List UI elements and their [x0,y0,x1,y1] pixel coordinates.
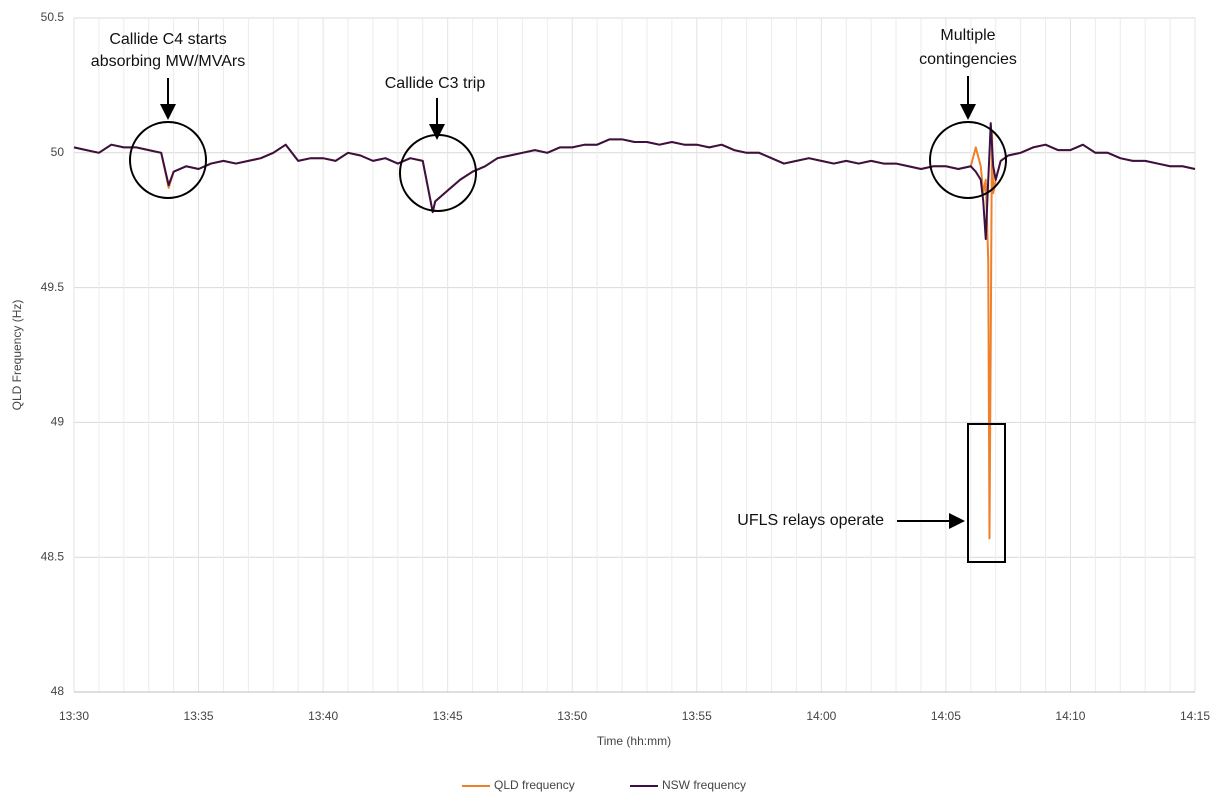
annotation: UFLS relays operate [737,512,884,529]
box [967,423,1006,563]
x-tick-label: 14:00 [806,709,836,723]
x-tick-label: 14:10 [1055,709,1085,723]
annotation: Callide C4 starts [109,31,226,48]
x-tick-label: 14:05 [931,709,961,723]
circle [129,121,207,199]
x-axis-title: Time (hh:mm) [597,734,671,748]
x-tick-label: 13:55 [682,709,712,723]
circle [929,121,1007,199]
x-tick-label: 13:30 [59,709,89,723]
annotation: Multiple [940,27,995,44]
circle [399,134,477,212]
series-line [73,130,1196,540]
y-tick-label: 48.5 [41,549,65,563]
x-tick-label: 13:50 [557,709,587,723]
plot-area [73,122,1196,540]
x-tick-label: 13:45 [433,709,463,723]
annotations: Callide C4 starts absorbing MW/MVArs Cal… [91,27,1017,563]
annotation: absorbing MW/MVArs [91,53,245,70]
series-line [73,122,1196,241]
legend-label: NSW frequency [662,778,746,792]
annotation: contingencies [919,51,1017,68]
y-axis-title: QLD Frequency (Hz) [10,300,24,411]
y-tick-label: 50 [51,145,65,159]
grid [73,17,1196,693]
x-tick-label: 13:40 [308,709,338,723]
annotation: Callide C3 trip [385,75,486,92]
y-tick-label: 49.5 [41,280,65,294]
legend-label: QLD frequency [494,778,575,792]
y-tick-label: 49 [51,415,65,429]
y-tick-label: 50.5 [41,10,65,24]
x-tick-label: 14:15 [1180,709,1210,723]
y-tick-label: 48 [51,684,65,698]
legend: QLD frequency NSW frequency [462,778,746,792]
x-tick-label: 13:35 [184,709,214,723]
